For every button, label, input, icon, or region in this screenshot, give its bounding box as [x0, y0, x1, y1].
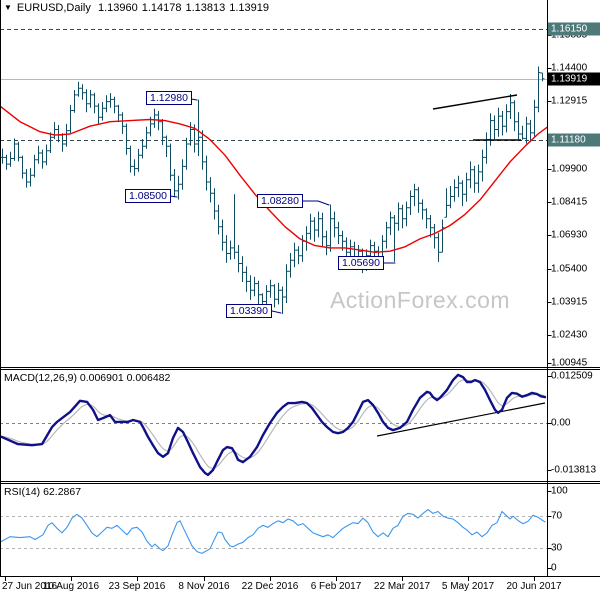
macd-indicator-label: MACD(12,26,9) 0.006901 0.006482 — [4, 372, 171, 384]
watermark: ActionForex.com — [329, 287, 511, 313]
chart-title-bar: ▼ EURUSD,Daily 1.13960 1.14178 1.13813 1.139… — [4, 2, 273, 14]
symbol-period-label: EURUSD,Daily — [16, 2, 91, 14]
time-axis[interactable] — [0, 577, 600, 600]
ohlc-high: 1.14178 — [141, 2, 182, 14]
price-axis[interactable] — [548, 0, 600, 576]
symbol-dropdown-icon[interactable]: ▼ — [4, 3, 12, 12]
rsi-indicator-label: RSI(14) 62.2867 — [4, 486, 82, 498]
ohlc-low: 1.13813 — [185, 2, 226, 14]
ohlc-close: 1.13919 — [229, 2, 270, 14]
ohlc-open: 1.13960 — [97, 2, 138, 14]
